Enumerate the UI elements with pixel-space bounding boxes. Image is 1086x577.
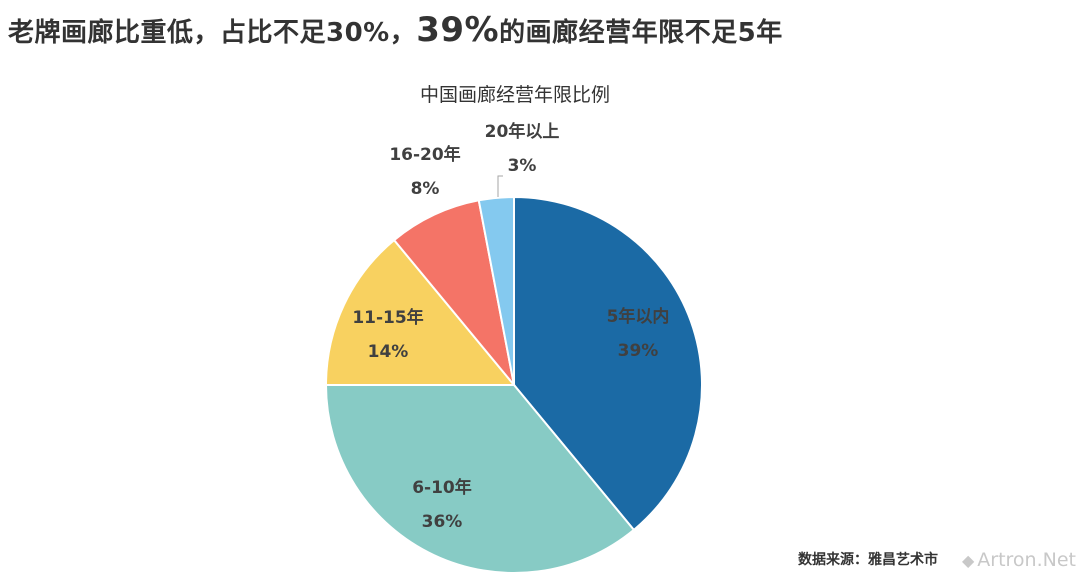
pie-slices — [324, 195, 703, 574]
watermark-text: Artron.Net — [977, 549, 1076, 571]
pie-slice-1 — [513, 195, 703, 532]
leader-line — [497, 175, 503, 197]
slice-label-category: 5年以内 — [607, 306, 670, 327]
headline: 老牌画廊比重低，占比不足30%，39%的画廊经营年限不足5年 — [8, 10, 783, 50]
artron-logo-icon: ◆ — [961, 551, 975, 570]
pie-slice-2 — [324, 384, 636, 574]
data-source-note: 数据来源：雅昌艺术市 — [798, 552, 938, 568]
headline-text: 老牌画廊比重低，占比不足30%， — [8, 18, 417, 48]
slice-label-category: 6-10年 — [412, 477, 472, 498]
headline-emphasis: 39% — [416, 10, 500, 50]
slice-label-percent: 39% — [618, 341, 659, 361]
slice-label-percent: 8% — [411, 179, 440, 199]
slice-label-percent: 3% — [508, 156, 537, 176]
chart-title: 中国画廊经营年限比例 — [419, 84, 610, 106]
headline-text-end: 的画廊经营年限不足5年 — [499, 18, 783, 48]
slice-label-category: 11-15年 — [352, 307, 423, 328]
slice-label-category: 16-20年 — [389, 144, 460, 165]
watermark: ◆ Artron.Net — [962, 549, 1076, 571]
leader-lines — [497, 175, 503, 197]
pie-slice-5 — [477, 195, 515, 386]
pie-slice-3 — [324, 238, 517, 386]
slice-labels: 5年以内 39% 6-10年 36% 11-15年 14% 16-20年 8% 20年以上 3% — [352, 121, 669, 532]
slice-label-percent: 36% — [422, 512, 463, 532]
slice-label-category: 20年以上 — [485, 121, 560, 142]
slice-label-percent: 14% — [368, 342, 409, 362]
pie-slice-4 — [392, 199, 515, 386]
